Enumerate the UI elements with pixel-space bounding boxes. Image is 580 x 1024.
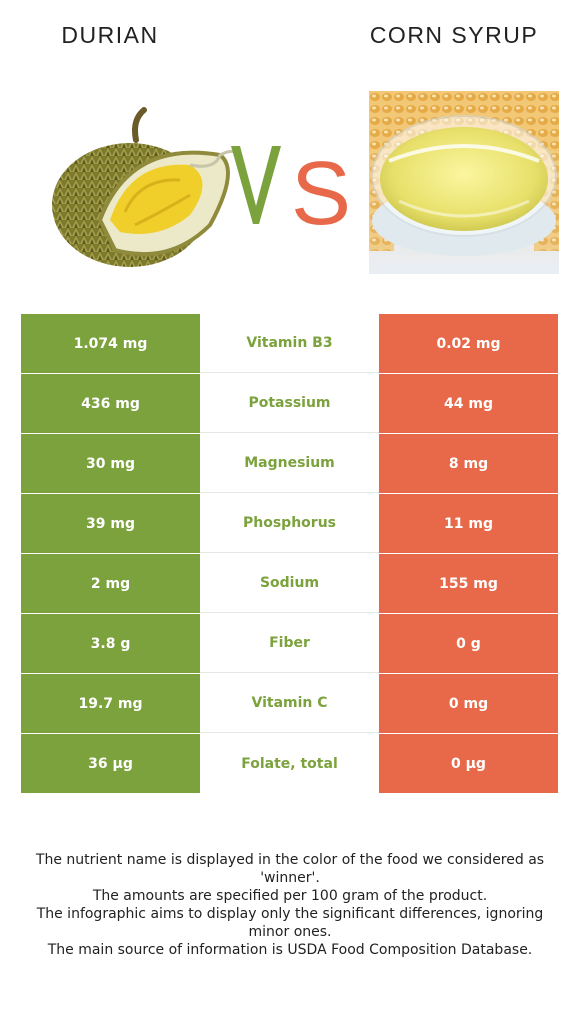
left-value: 2 mg xyxy=(21,554,200,613)
left-value: 436 mg xyxy=(21,374,200,433)
footnote: The main source of information is USDA F… xyxy=(47,942,533,958)
left-value: 19.7 mg xyxy=(21,674,200,733)
right-value: 155 mg xyxy=(379,554,558,613)
left-food-title: DURIAN xyxy=(61,22,159,48)
right-value: 0 g xyxy=(379,614,558,673)
nutrient-name: Vitamin B3 xyxy=(200,314,379,373)
nutrient-name: Fiber xyxy=(200,614,379,673)
right-value: 8 mg xyxy=(379,434,558,493)
table-row: 2 mg Sodium 155 mg xyxy=(21,554,558,614)
nutrient-name: Vitamin C xyxy=(200,674,379,733)
table-row: 30 mg Magnesium 8 mg xyxy=(21,434,558,494)
right-value: 44 mg xyxy=(379,374,558,433)
right-food-title: CORN SYRUP xyxy=(369,22,539,48)
left-value: 3.8 g xyxy=(21,614,200,673)
footnote: The amounts are specified per 100 gram o… xyxy=(92,888,488,904)
right-value: 11 mg xyxy=(379,494,558,553)
table-row: 36 µg Folate, total 0 µg xyxy=(21,734,558,794)
nutrient-name: Potassium xyxy=(200,374,379,433)
left-value: 39 mg xyxy=(21,494,200,553)
left-value: 36 µg xyxy=(21,734,200,793)
nutrient-name: Sodium xyxy=(200,554,379,613)
table-row: 39 mg Phosphorus 11 mg xyxy=(21,494,558,554)
footnote: The infographic aims to display only the… xyxy=(36,906,544,940)
left-value: 30 mg xyxy=(21,434,200,493)
right-value: 0.02 mg xyxy=(379,314,558,373)
left-value: 1.074 mg xyxy=(21,314,200,373)
svg-text:S: S xyxy=(291,144,351,236)
corn-syrup-image xyxy=(369,91,559,274)
comparison-table: 1.074 mg Vitamin B3 0.02 mg 436 mg Potassium… xyxy=(21,314,558,794)
table-row: 1.074 mg Vitamin B3 0.02 mg xyxy=(21,314,558,374)
right-value: 0 µg xyxy=(379,734,558,793)
nutrient-name: Magnesium xyxy=(200,434,379,493)
nutrient-name: Folate, total xyxy=(200,734,379,793)
footnotes: The nutrient name is displayed in the co… xyxy=(20,851,560,959)
durian-image xyxy=(40,100,240,270)
right-value: 0 mg xyxy=(379,674,558,733)
vs-label: S xyxy=(227,136,351,244)
footnote: The nutrient name is displayed in the co… xyxy=(35,852,545,886)
nutrient-name: Phosphorus xyxy=(200,494,379,553)
table-row: 436 mg Potassium 44 mg xyxy=(21,374,558,434)
table-row: 3.8 g Fiber 0 g xyxy=(21,614,558,674)
